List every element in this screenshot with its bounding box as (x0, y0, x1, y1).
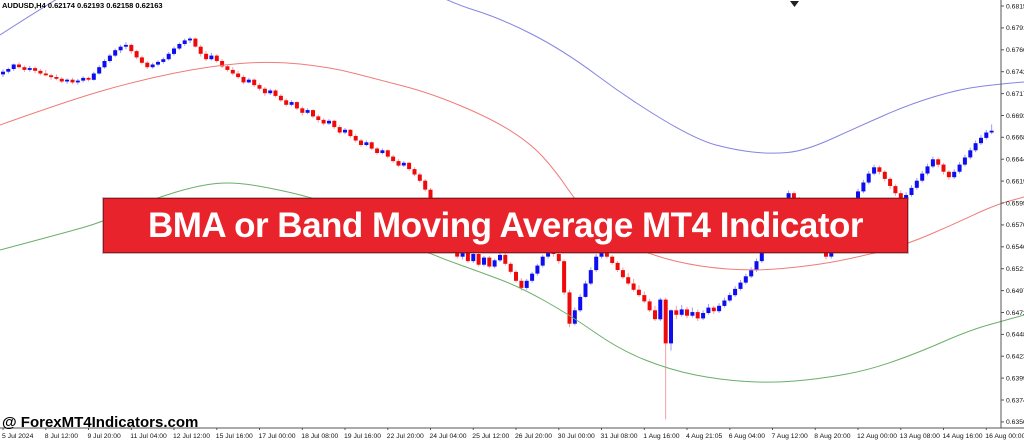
svg-text:24 Jul 04:00: 24 Jul 04:00 (430, 433, 467, 440)
svg-text:8 Aug 20:00: 8 Aug 20:00 (814, 433, 851, 440)
bands-layer (0, 0, 1024, 383)
svg-text:5 Jul 2024: 5 Jul 2024 (2, 433, 34, 440)
svg-text:0.64970: 0.64970 (1006, 288, 1024, 295)
svg-text:0.67665: 0.67665 (1006, 47, 1024, 54)
svg-text:13 Aug 08:00: 13 Aug 08:00 (900, 433, 940, 440)
upper-band-line (0, 0, 1024, 154)
svg-text:7 Aug 12:00: 7 Aug 12:00 (772, 433, 809, 440)
middle-band-line (0, 61, 1024, 271)
banner-title: BMA or Band Moving Average MT4 Indicator (147, 205, 864, 245)
svg-text:8 Jul 12:00: 8 Jul 12:00 (45, 433, 78, 440)
svg-text:0.63745: 0.63745 (1006, 397, 1024, 404)
svg-text:0.65705: 0.65705 (1006, 222, 1024, 229)
svg-text:0.65460: 0.65460 (1006, 244, 1024, 251)
svg-text:12 Jul 12:00: 12 Jul 12:00 (173, 433, 210, 440)
svg-text:0.68155: 0.68155 (1006, 3, 1024, 10)
promo-banner: BMA or Band Moving Average MT4 Indicator (103, 198, 908, 253)
svg-text:15 Jul 16:00: 15 Jul 16:00 (216, 433, 253, 440)
svg-text:30 Jul 00:00: 30 Jul 00:00 (558, 433, 595, 440)
svg-text:19 Jul 16:00: 19 Jul 16:00 (344, 433, 381, 440)
price-axis[interactable] (1001, 0, 1024, 428)
svg-text:0.67420: 0.67420 (1006, 69, 1024, 76)
svg-text:1 Aug 16:00: 1 Aug 16:00 (643, 433, 680, 440)
svg-text:0.64480: 0.64480 (1006, 332, 1024, 339)
svg-text:0.66440: 0.66440 (1006, 157, 1024, 164)
svg-text:17 Jul 00:00: 17 Jul 00:00 (259, 433, 296, 440)
svg-text:11 Jul 04:00: 11 Jul 04:00 (130, 433, 167, 440)
svg-text:0.65950: 0.65950 (1006, 200, 1024, 207)
svg-text:4 Aug 21:05: 4 Aug 21:05 (686, 433, 723, 440)
svg-text:6 Aug 04:00: 6 Aug 04:00 (729, 433, 766, 440)
svg-text:25 Jul 12:00: 25 Jul 12:00 (472, 433, 509, 440)
svg-text:18 Jul 08:00: 18 Jul 08:00 (301, 433, 338, 440)
svg-text:0.67175: 0.67175 (1006, 91, 1024, 98)
svg-text:0.64725: 0.64725 (1006, 310, 1024, 317)
svg-text:0.66685: 0.66685 (1006, 135, 1024, 142)
lower-band-line (0, 182, 1024, 383)
svg-text:0.63500: 0.63500 (1006, 419, 1024, 426)
svg-text:0.63990: 0.63990 (1006, 375, 1024, 382)
svg-text:0.66195: 0.66195 (1006, 178, 1024, 185)
svg-text:0.66930: 0.66930 (1006, 113, 1024, 120)
svg-text:16 Aug 00:00: 16 Aug 00:00 (985, 433, 1024, 440)
ohlc-readout: AUDUSD,H4 0.62174 0.62193 0.62158 0.6216… (2, 1, 163, 10)
svg-text:0.64235: 0.64235 (1006, 354, 1024, 361)
svg-text:22 Jul 20:00: 22 Jul 20:00 (387, 433, 424, 440)
svg-text:9 Jul 20:00: 9 Jul 20:00 (88, 433, 121, 440)
svg-text:31 Jul 08:00: 31 Jul 08:00 (601, 433, 638, 440)
svg-text:14 Aug 16:00: 14 Aug 16:00 (943, 433, 983, 440)
svg-text:0.67910: 0.67910 (1006, 25, 1024, 32)
svg-text:12 Aug 00:00: 12 Aug 00:00 (857, 433, 897, 440)
svg-text:26 Jul 20:00: 26 Jul 20:00 (515, 433, 552, 440)
chart-shift-marker-icon (790, 1, 799, 7)
svg-text:0.65215: 0.65215 (1006, 266, 1024, 273)
watermark: @ ForexMT4Indicators.com (2, 414, 199, 431)
